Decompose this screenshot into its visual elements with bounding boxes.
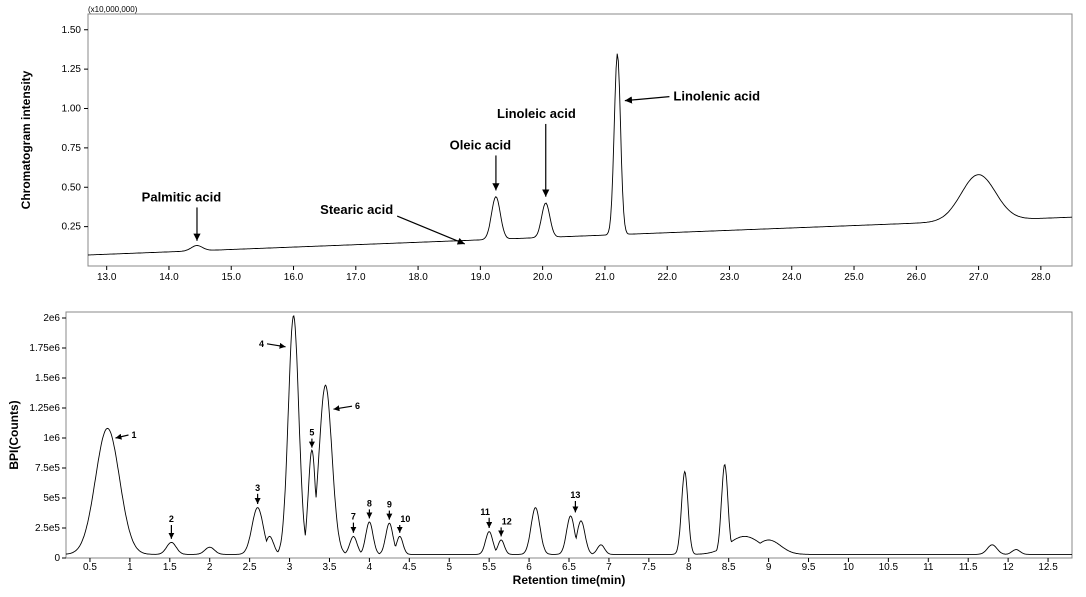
bottom-ytick-label: 2.5e5 (35, 523, 60, 534)
bottom-arrow (267, 344, 286, 347)
bottom-xtick-label: 12.5 (1038, 562, 1058, 573)
bottom-xtick-label: 11 (923, 562, 934, 573)
bottom-xtick-label: 6.5 (562, 562, 576, 573)
bottom-xtick-label: 5 (446, 562, 452, 573)
bottom-xtick-label: 9.5 (802, 562, 816, 573)
top-arrow (397, 216, 465, 244)
top-trace (88, 54, 1072, 255)
top-peak-label: Linoleic acid (497, 106, 576, 121)
top-y-axis-label: Chromatogram intensity (19, 70, 33, 209)
bottom-xtick-label: 1.5 (163, 562, 177, 573)
bottom-trace (66, 316, 1072, 555)
bottom-peak-number: 5 (309, 428, 314, 438)
bottom-ytick-label: 7.5e5 (35, 463, 60, 474)
bottom-xtick-label: 3.5 (323, 562, 337, 573)
bottom-xtick-label: 10 (843, 562, 855, 573)
bottom-xtick-label: 0.5 (83, 562, 97, 573)
top-xtick-label: 18.0 (408, 272, 428, 283)
top-xtick-label: 13.0 (97, 272, 117, 283)
top-ytick-label: 1.00 (62, 104, 82, 115)
bottom-chromatogram-svg: BPI(Counts) 0 2.5e5 5e5 7.5e5 1e6 1.25e6 1.5e6 1… (0, 298, 1086, 597)
bottom-ytick-label: 1.75e6 (29, 343, 60, 354)
bottom-ytick-label: 0 (54, 553, 60, 564)
bottom-xtick-label: 4 (367, 562, 373, 573)
bottom-ytick-label: 2e6 (43, 313, 60, 324)
bottom-xtick-label: 8.5 (722, 562, 736, 573)
top-xtick-label: 26.0 (907, 272, 927, 283)
top-ytick-label: 0.75 (62, 143, 82, 154)
bottom-xtick-label: 11.5 (959, 562, 978, 573)
bottom-peak-number: 10 (400, 514, 410, 524)
bottom-peak-number: 7 (351, 512, 356, 522)
bottom-peak-number: 13 (570, 490, 580, 500)
bottom-xtick-label: 12 (1003, 562, 1015, 573)
top-ytick-label: 1.50 (62, 25, 82, 36)
top-xtick-label: 25.0 (844, 272, 864, 283)
top-peak-label: Linolenic acid (673, 89, 760, 104)
bottom-peak-number: 9 (387, 500, 392, 510)
top-peak-label: Stearic acid (320, 202, 393, 217)
bottom-y-axis-label: BPI(Counts) (7, 400, 21, 469)
bottom-xtick-label: 5.5 (482, 562, 496, 573)
top-chromatogram-panel: Chromatogram intensity (x10,000,000) 0.25 0… (0, 0, 1086, 298)
bottom-peak-number: 4 (259, 339, 264, 349)
top-chromatogram-svg: Chromatogram intensity (x10,000,000) 0.25 0… (0, 0, 1086, 298)
bottom-ytick-label: 1.5e6 (35, 373, 60, 384)
bottom-chromatogram-panel: BPI(Counts) 0 2.5e5 5e5 7.5e5 1e6 1.25e6 1.5e6 1… (0, 298, 1086, 597)
bottom-xtick-label: 9 (766, 562, 772, 573)
bottom-xtick-label: 10.5 (879, 562, 899, 573)
bottom-xtick-label: 4.5 (402, 562, 416, 573)
top-xtick-label: 15.0 (222, 272, 242, 283)
bottom-xtick-label: 8 (686, 562, 692, 573)
top-scale-note: (x10,000,000) (88, 5, 138, 14)
bottom-xtick-label: 6 (526, 562, 532, 573)
top-xtick-label: 28.0 (1031, 272, 1051, 283)
top-ytick-label: 0.50 (62, 182, 82, 193)
bottom-arrow (116, 435, 129, 438)
top-xtick-label: 14.0 (159, 272, 179, 283)
bottom-xtick-label: 7 (606, 562, 612, 573)
top-xtick-label: 23.0 (720, 272, 740, 283)
top-xtick-label: 20.0 (533, 272, 553, 283)
bottom-peak-number: 11 (480, 507, 490, 517)
top-xtick-label: 22.0 (657, 272, 677, 283)
top-ytick-label: 0.25 (62, 222, 82, 233)
bottom-ytick-label: 1e6 (43, 433, 60, 444)
top-xtick-label: 16.0 (284, 272, 304, 283)
bottom-xtick-label: 1 (127, 562, 133, 573)
bottom-peak-number: 3 (255, 483, 260, 493)
bottom-xtick-label: 2 (207, 562, 213, 573)
bottom-x-axis-label: Retention time(min) (513, 573, 626, 587)
bottom-peak-number: 2 (169, 514, 174, 524)
top-peak-label: Palmitic acid (142, 189, 222, 204)
bottom-peak-number: 6 (355, 401, 360, 411)
bottom-xtick-label: 7.5 (642, 562, 656, 573)
top-ytick-label: 1.25 (62, 64, 82, 75)
bottom-peak-number: 8 (367, 498, 372, 508)
top-xtick-label: 17.0 (346, 272, 366, 283)
top-xtick-label: 24.0 (782, 272, 802, 283)
top-xtick-label: 21.0 (595, 272, 615, 283)
top-peak-label: Oleic acid (450, 137, 511, 152)
bottom-xtick-label: 3 (287, 562, 293, 573)
bottom-peak-number: 1 (131, 430, 136, 440)
bottom-arrow (333, 406, 352, 409)
top-arrow (625, 97, 670, 101)
bottom-ytick-label: 1.25e6 (29, 403, 60, 414)
bottom-ytick-label: 5e5 (43, 493, 60, 504)
top-xtick-label: 27.0 (969, 272, 989, 283)
top-xtick-label: 19.0 (471, 272, 491, 283)
bottom-xtick-label: 2.5 (243, 562, 257, 573)
bottom-peak-number: 12 (502, 516, 512, 526)
